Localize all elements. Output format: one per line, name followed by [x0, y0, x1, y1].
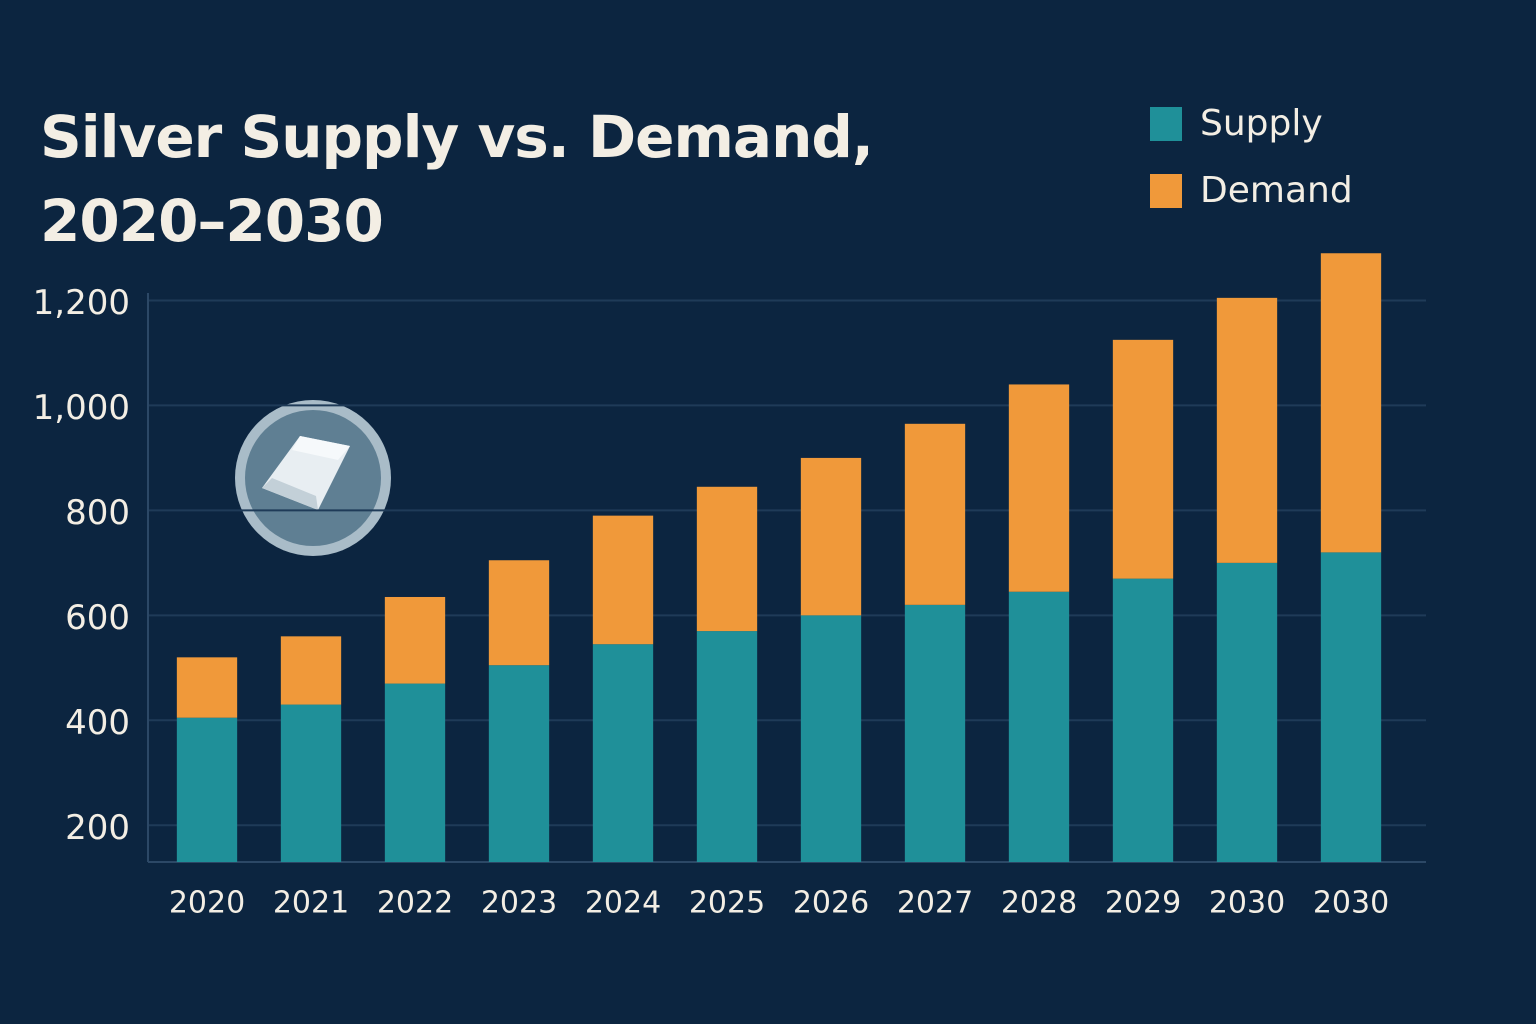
bar-segment — [1112, 339, 1174, 579]
bar-segment — [592, 515, 654, 645]
bar-segment — [280, 636, 342, 705]
bar-segment — [1320, 253, 1382, 553]
bar-segment — [1216, 562, 1278, 862]
bar-segment — [384, 596, 446, 684]
x-tick-label: 2028 — [1001, 886, 1077, 921]
bar-segment — [592, 644, 654, 862]
bar-segment — [904, 423, 966, 605]
y-tick-label: 400 — [65, 703, 130, 743]
bar-segment — [1008, 384, 1070, 592]
x-tick-label: 2029 — [1105, 886, 1181, 921]
legend-label: Supply — [1200, 103, 1323, 144]
x-tick-label: 2021 — [273, 886, 349, 921]
bar-segment — [904, 604, 966, 862]
y-tick-label: 800 — [65, 493, 130, 533]
bar-segment — [176, 657, 238, 718]
bar-segment — [280, 704, 342, 862]
bar-segment — [800, 615, 862, 862]
chart-title: Silver Supply vs. Demand, 2020–2030 — [40, 103, 874, 255]
bar-segment — [176, 717, 238, 862]
y-tick-label: 1,200 — [33, 283, 130, 323]
bar-segment — [696, 631, 758, 862]
legend-label: Demand — [1200, 170, 1353, 211]
bar-segment — [1216, 297, 1278, 563]
bar-segment — [800, 457, 862, 616]
x-tick-label: 2027 — [897, 886, 973, 921]
x-tick-label: 2026 — [793, 886, 869, 921]
x-tick-label: 2030 — [1209, 886, 1285, 921]
y-tick-label: 1,000 — [33, 388, 130, 428]
bar-segment — [1008, 591, 1070, 862]
x-tick-label: 2023 — [481, 886, 557, 921]
x-tick-label: 2022 — [377, 886, 453, 921]
bar-segment — [488, 665, 550, 862]
bar-segment — [1112, 578, 1174, 862]
x-tick-label: 2025 — [689, 886, 765, 921]
bar-segment — [384, 683, 446, 862]
x-tick-label: 2030 — [1313, 886, 1389, 921]
y-tick-label: 200 — [65, 808, 130, 848]
legend-swatch — [1150, 107, 1182, 141]
bar-segment — [696, 486, 758, 632]
legend-swatch — [1150, 174, 1182, 208]
bar-segment — [1320, 552, 1382, 862]
bar-segment — [488, 560, 550, 666]
x-tick-label: 2020 — [169, 886, 245, 921]
x-tick-label: 2024 — [585, 886, 661, 921]
silver-icon — [235, 400, 391, 556]
y-tick-label: 600 — [65, 598, 130, 638]
